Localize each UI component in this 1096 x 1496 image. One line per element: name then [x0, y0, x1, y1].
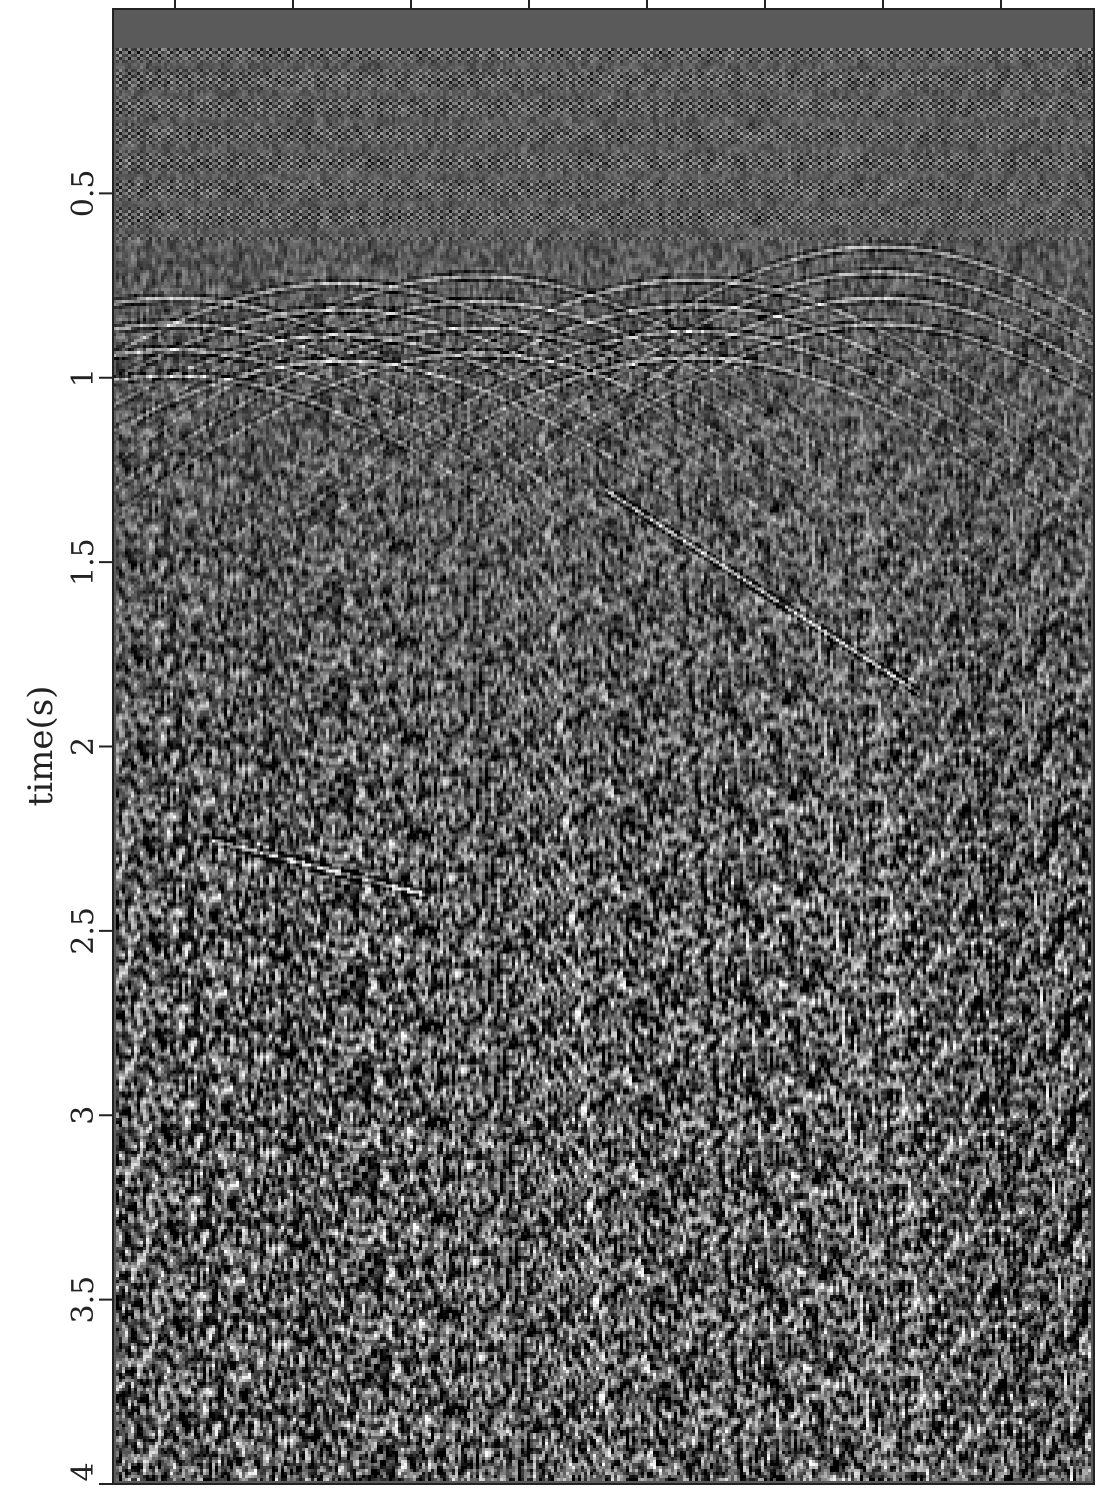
y-axis-title: time(s)	[21, 686, 61, 807]
seismic-image	[113, 9, 1094, 1484]
y-tick-label: 1.5	[66, 538, 101, 586]
x-axis-ticks	[174, 0, 1002, 9]
y-tick-label: 4	[66, 1462, 101, 1481]
y-tick-label: 3.5	[66, 1276, 101, 1324]
y-tick-label: 0.5	[66, 170, 101, 218]
y-axis-ticks: 0.5 1 1.5 2 2.5 3 3.5 4	[66, 170, 113, 1485]
y-tick-label: 1	[66, 368, 101, 387]
y-tick-label: 2.5	[66, 907, 101, 955]
plot-frame	[112, 8, 1095, 1485]
y-tick-label: 2	[66, 737, 101, 756]
y-tick-label: 3	[66, 1106, 101, 1125]
